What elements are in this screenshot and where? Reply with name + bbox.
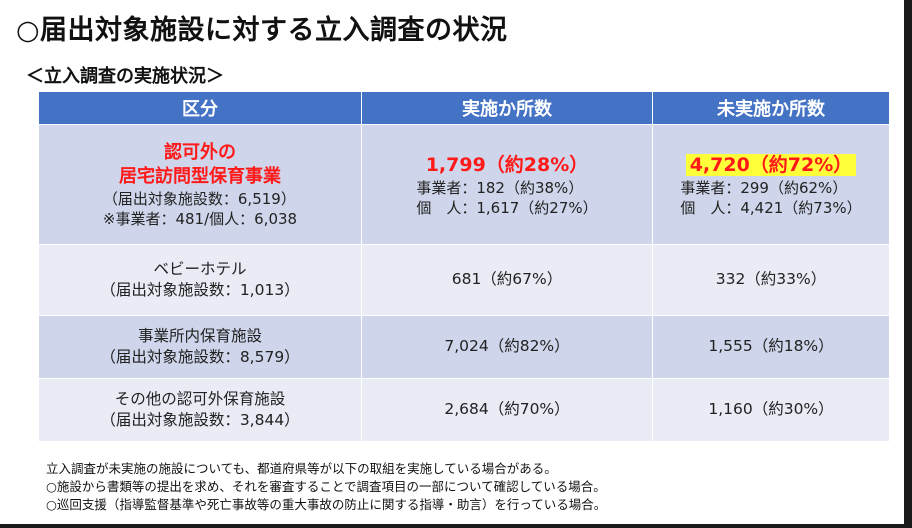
row-category-cell: 事業所内保育施設 （届出対象施設数：8,579） (38, 314, 362, 379)
table-row: 事業所内保育施設 （届出対象施設数：8,579） 7,024（約82%） 1,5… (38, 314, 890, 379)
notdone-cell: 332（約33%） (652, 244, 890, 316)
row-category-cell: 認可外の 居宅訪問型保育事業 （届出対象施設数：6,519） ※事業者：481/… (38, 123, 362, 246)
done-cell: 2,684（約70%） (361, 377, 653, 443)
header-done: 実施か所数 (361, 91, 653, 125)
table-row: その他の認可外保育施設 （届出対象施設数：3,844） 2,684（約70%） … (38, 377, 890, 443)
section-subtitle: ＜立入調査の実施状況＞ (26, 66, 224, 87)
header-notdone: 未実施か所数 (652, 91, 890, 125)
footnote-line: 立入調査が未実施の施設についても、都道府県等が以下の取組を実施している場合がある… (46, 461, 557, 476)
done-cell: 1,799（約28%） 事業者：182（約38%） 個 人：1,617（約27%… (361, 123, 653, 246)
category-main: 認可外の 居宅訪問型保育事業 (119, 141, 281, 187)
category-sub: （届出対象施設数：6,519） ※事業者：481/個人：6,038 (102, 189, 298, 228)
page-title: ○届出対象施設に対する立入調査の状況 (16, 15, 508, 46)
notdone-cell: 4,720（約72%） 事業者：299（約62%） 個 人：4,421（約73%… (652, 123, 890, 246)
row-category-cell: その他の認可外保育施設 （届出対象施設数：3,844） (38, 377, 362, 443)
done-cell: 7,024（約82%） (361, 314, 653, 379)
done-main-value: 1,799（約28%） (425, 153, 589, 176)
footnote-line: ○施設から書類等の提出を求め、それを審査することで調査項目の一部について確認して… (46, 479, 606, 494)
footnotes: 立入調査が未実施の施設についても、都道府県等が以下の取組を実施している場合がある… (46, 460, 606, 514)
footnote-line: ○巡回支援（指導監督基準や死亡事故等の重大事故の防止に関する指導・助言）を行って… (46, 497, 607, 512)
notdone-breakdown: 事業者：299（約62%） 個 人：4,421（約73%） (680, 178, 862, 217)
done-cell: 681（約67%） (361, 244, 653, 316)
row-category-cell: ベビーホテル （届出対象施設数：1,013） (38, 244, 362, 316)
inspection-status-table: 区分 実施か所数 未実施か所数 認可外の 居宅訪問型保育事業 （届出対象施設数：… (38, 91, 890, 443)
table-row: 認可外の 居宅訪問型保育事業 （届出対象施設数：6,519） ※事業者：481/… (38, 123, 890, 246)
notdone-main-value: 4,720（約72%） (685, 153, 857, 176)
notdone-cell: 1,160（約30%） (652, 377, 890, 443)
done-breakdown: 事業者：182（約38%） 個 人：1,617（約27%） (416, 178, 598, 217)
table-header-row: 区分 実施か所数 未実施か所数 (38, 91, 890, 125)
notdone-cell: 1,555（約18%） (652, 314, 890, 379)
header-category: 区分 (38, 91, 362, 125)
table-row: ベビーホテル （届出対象施設数：1,013） 681（約67%） 332（約33… (38, 244, 890, 316)
frame-edge (904, 0, 912, 528)
